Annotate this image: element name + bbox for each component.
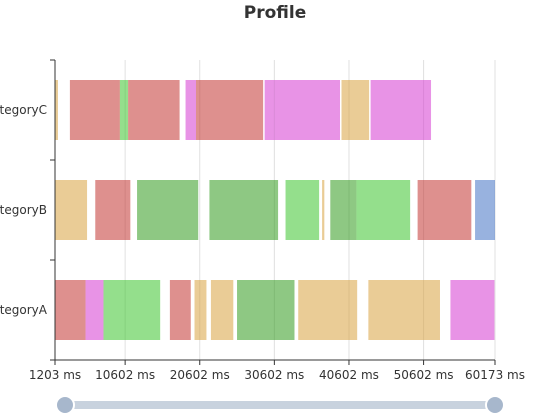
- profile-segment[interactable]: [85, 280, 104, 340]
- profile-segment[interactable]: [368, 280, 440, 340]
- profile-segment[interactable]: [69, 80, 120, 140]
- profile-segment[interactable]: [322, 180, 325, 240]
- profile-segment[interactable]: [185, 80, 196, 140]
- x-tick-label: 30602 ms: [244, 368, 304, 382]
- profile-segment[interactable]: [55, 80, 58, 140]
- datazoom-start-handle[interactable]: [55, 395, 75, 415]
- x-tick-label: 10602 ms: [95, 368, 155, 382]
- category-label: categoryC: [0, 103, 47, 117]
- profile-segment[interactable]: [55, 280, 86, 340]
- profile-segment[interactable]: [264, 80, 275, 140]
- profile-segment[interactable]: [55, 180, 88, 240]
- profile-segment[interactable]: [285, 180, 320, 240]
- profile-segment[interactable]: [370, 80, 432, 140]
- profile-segment[interactable]: [274, 80, 341, 140]
- profile-segment[interactable]: [194, 280, 207, 340]
- category-label: categoryB: [0, 203, 47, 217]
- profile-segment[interactable]: [450, 280, 495, 340]
- chart-title: Profile: [243, 3, 307, 23]
- profile-segment[interactable]: [330, 180, 357, 240]
- x-tick-label: 1203 ms: [29, 368, 81, 382]
- profile-segment[interactable]: [103, 280, 161, 340]
- profile-segment[interactable]: [169, 280, 191, 340]
- category-label: categoryA: [0, 303, 48, 317]
- profile-segment[interactable]: [298, 280, 358, 340]
- x-tick-label: 40602 ms: [319, 368, 379, 382]
- profile-segment[interactable]: [119, 80, 129, 140]
- profile-segment[interactable]: [341, 80, 370, 140]
- profile-segment[interactable]: [137, 180, 199, 240]
- profile-segment[interactable]: [356, 180, 411, 240]
- profile-segment[interactable]: [417, 180, 472, 240]
- profile-segment[interactable]: [95, 180, 131, 240]
- profile-segment[interactable]: [128, 80, 180, 140]
- profile-segment[interactable]: [195, 80, 264, 140]
- x-tick-label: 20602 ms: [170, 368, 230, 382]
- datazoom-end-handle[interactable]: [485, 395, 505, 415]
- profile-segment[interactable]: [210, 280, 234, 340]
- x-tick-label: 60173 ms: [465, 368, 525, 382]
- profile-segment[interactable]: [209, 180, 279, 240]
- profile-segment[interactable]: [237, 280, 295, 340]
- profile-segment[interactable]: [475, 180, 495, 240]
- x-tick-label: 50602 ms: [394, 368, 454, 382]
